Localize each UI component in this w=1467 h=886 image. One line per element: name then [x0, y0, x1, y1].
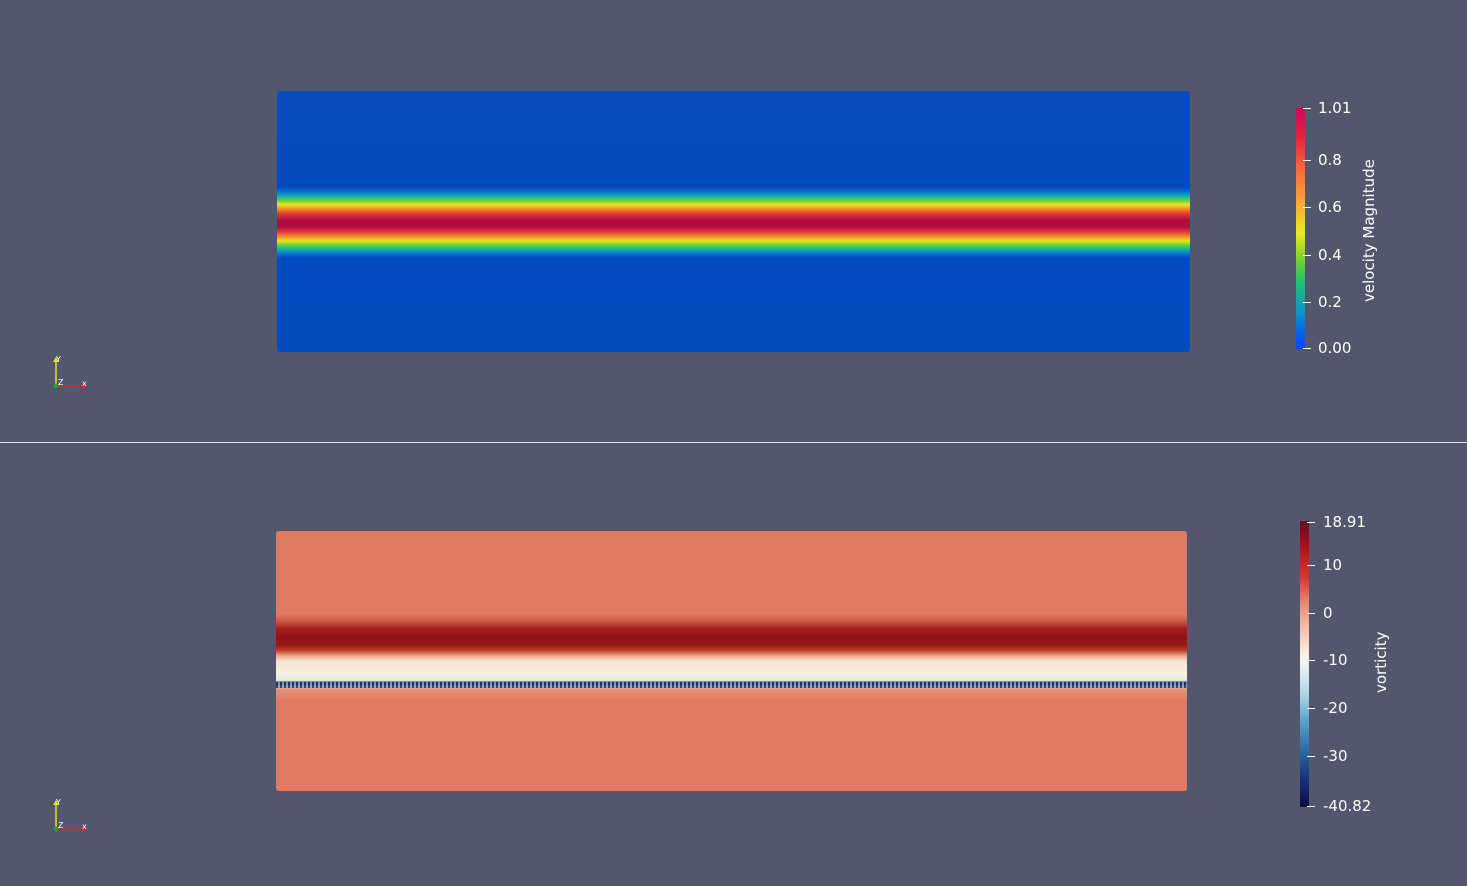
- viewport-separator[interactable]: [0, 442, 1467, 443]
- colorbar-tick: [1303, 255, 1311, 256]
- vorticity-field[interactable]: [276, 531, 1187, 791]
- vorticity-shear-band: [276, 682, 1187, 688]
- colorbar-title: velocity Magnitude: [1360, 159, 1378, 302]
- colorbar-tick-label: -40.82: [1323, 797, 1372, 815]
- colorbar-tick-label: 10: [1323, 556, 1343, 574]
- orientation-axes-icon: Y Z x: [48, 797, 88, 837]
- colorbar-tick: [1307, 522, 1315, 523]
- axis-y-label: Y: [56, 798, 61, 807]
- colorbar-tick: [1307, 660, 1315, 661]
- colorbar-tick: [1303, 160, 1311, 161]
- vorticity-colorbar: [1300, 521, 1309, 807]
- colorbar-tick-label: 0.2: [1318, 293, 1342, 311]
- velocity-colorbar: [1296, 108, 1305, 349]
- axis-x-label: x: [82, 822, 87, 831]
- colorbar-tick-label: 18.91: [1323, 513, 1366, 531]
- colorbar-tick-label: -10: [1323, 651, 1348, 669]
- colorbar-tick: [1303, 108, 1311, 109]
- colorbar-tick: [1303, 302, 1311, 303]
- colorbar-title: vorticity: [1372, 631, 1390, 693]
- colorbar-tick-label: 1.01: [1318, 99, 1352, 117]
- colorbar-tick: [1303, 207, 1311, 208]
- colorbar-tick-label: -20: [1323, 699, 1348, 717]
- axis-z-label: Z: [58, 378, 64, 387]
- axis-z-label: Z: [58, 821, 64, 830]
- colorbar-tick-label: -30: [1323, 747, 1348, 765]
- colorbar-tick: [1303, 348, 1311, 349]
- colorbar-tick: [1307, 806, 1315, 807]
- orientation-axes-icon: Y Z x: [48, 354, 88, 394]
- colorbar-tick: [1307, 708, 1315, 709]
- colorbar-tick-label: 0.00: [1318, 339, 1352, 357]
- colorbar-tick-label: 0: [1323, 604, 1333, 622]
- axis-x-label: x: [82, 379, 87, 388]
- colorbar-tick-label: 0.8: [1318, 151, 1342, 169]
- axis-y-label: Y: [56, 355, 61, 364]
- colorbar-tick: [1307, 565, 1315, 566]
- colorbar-tick: [1307, 756, 1315, 757]
- velocity-magnitude-field[interactable]: [277, 91, 1190, 352]
- colorbar-tick-label: 0.6: [1318, 198, 1342, 216]
- colorbar-tick-label: 0.4: [1318, 246, 1342, 264]
- colorbar-tick: [1307, 613, 1315, 614]
